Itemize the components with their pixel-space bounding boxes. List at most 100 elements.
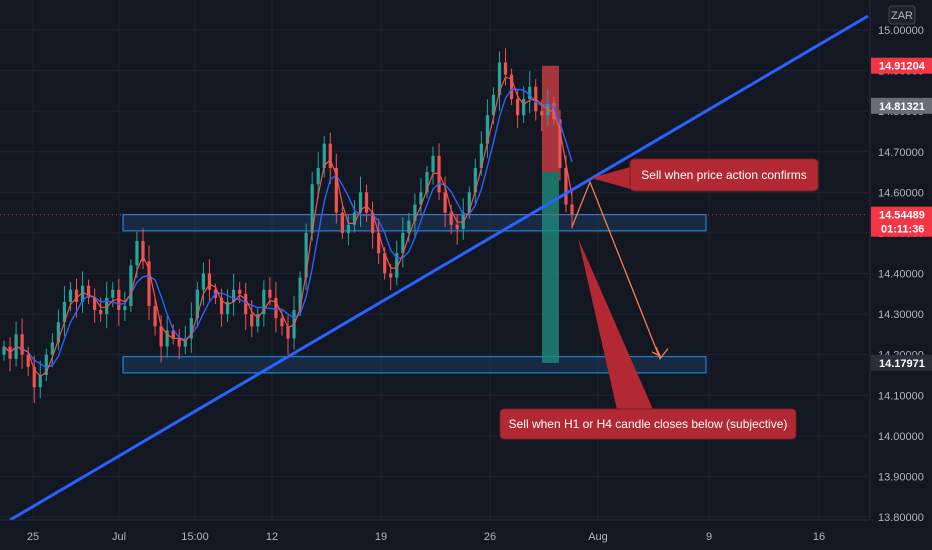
candle-body xyxy=(364,192,369,213)
candle-body xyxy=(38,374,42,388)
time-axis-background xyxy=(0,520,870,550)
candle-body xyxy=(564,167,568,205)
price-axis-background xyxy=(870,0,932,550)
time-tick-label: 19 xyxy=(375,531,387,543)
price-tick-label: 13.90000 xyxy=(878,471,924,483)
candle-body xyxy=(540,111,544,116)
price-tag[interactable] xyxy=(871,97,932,114)
price-tag-label: 14.91204 xyxy=(879,61,926,73)
callout-text-1: Sell when price action confirms xyxy=(641,168,806,182)
candle-body xyxy=(129,265,133,306)
candle-body xyxy=(509,74,514,99)
currency-label: ZAR xyxy=(891,10,913,22)
time-tick-label: Jul xyxy=(112,531,126,543)
candle-body xyxy=(183,338,187,347)
candle-body xyxy=(171,330,175,339)
candle-body xyxy=(86,285,91,298)
stop-loss-area[interactable] xyxy=(542,65,559,173)
candle-body xyxy=(449,212,453,225)
candle-body xyxy=(473,167,477,193)
candle-body xyxy=(256,314,260,327)
time-axis[interactable]: 25 Jul 15:00 12 19 26 Aug 9 16 xyxy=(0,519,870,550)
countdown-label: 01:11:36 xyxy=(881,224,924,236)
price-tick-label: 13.80000 xyxy=(878,512,924,524)
candle-body xyxy=(479,143,483,168)
candle-body xyxy=(334,167,338,213)
candle-body xyxy=(340,212,344,233)
candle-body xyxy=(497,62,502,95)
time-tick-label: 12 xyxy=(266,531,278,543)
price-tag[interactable] xyxy=(871,57,932,74)
candle-body xyxy=(377,232,381,254)
time-tick-label: 25 xyxy=(27,531,39,543)
candle-body xyxy=(522,98,526,116)
candle-body xyxy=(570,204,574,215)
time-tick-label: 15:00 xyxy=(181,531,209,543)
candle-body xyxy=(62,301,67,323)
time-tick-label: 16 xyxy=(813,531,825,543)
candle-body xyxy=(201,273,206,290)
price-tag[interactable] xyxy=(871,206,932,237)
candle-body xyxy=(189,318,193,339)
candle-body xyxy=(358,192,363,213)
candle-body xyxy=(316,167,320,185)
annotations[interactable]: Sell when price action confirms Sell when… xyxy=(0,158,868,440)
time-tick-label: 9 xyxy=(706,531,712,543)
candle-body xyxy=(232,289,236,302)
candle-body xyxy=(419,192,423,205)
price-axis[interactable]: ZAR15.0000014.9000014.8000014.7000014.60… xyxy=(869,0,932,550)
candle-body xyxy=(455,224,459,229)
candle-body xyxy=(105,297,109,315)
candle-body xyxy=(304,232,308,278)
callout-box-1[interactable] xyxy=(629,158,819,192)
candle-body xyxy=(346,224,351,233)
callout-box-2[interactable] xyxy=(499,408,797,440)
candle-body xyxy=(177,338,181,347)
candle-body xyxy=(467,192,471,213)
ascending-trendline[interactable] xyxy=(9,14,869,522)
take-profit-area[interactable] xyxy=(542,172,559,363)
moving-averages xyxy=(3,76,573,378)
price-tag-label: 14.81321 xyxy=(879,101,925,113)
trendline[interactable] xyxy=(9,14,869,522)
candle-body xyxy=(250,314,254,327)
candle-body xyxy=(431,155,435,173)
price-tick-label: 14.60000 xyxy=(878,187,924,199)
candle-body xyxy=(485,115,490,144)
candle-body xyxy=(389,273,393,278)
candle-body xyxy=(503,62,508,75)
moving-average-fast xyxy=(3,76,573,378)
candle-body xyxy=(141,241,145,262)
price-tick-label: 14.70000 xyxy=(878,147,924,159)
candle-body xyxy=(274,297,278,319)
grid-lines xyxy=(0,0,868,520)
candle-body xyxy=(207,273,212,290)
candle-body xyxy=(225,301,230,315)
projection-path[interactable] xyxy=(571,180,669,361)
candle-body xyxy=(268,289,272,298)
candle-body xyxy=(147,261,151,306)
candle-body xyxy=(322,143,326,168)
time-tick-label: Aug xyxy=(588,531,608,543)
candle-body xyxy=(491,94,496,116)
candle-body xyxy=(370,212,375,233)
candle-body xyxy=(558,119,562,168)
candle-body xyxy=(111,289,115,298)
candle-body xyxy=(20,334,24,355)
short-position-tool[interactable] xyxy=(542,65,559,363)
candle-body xyxy=(123,305,127,311)
candle-body xyxy=(280,318,284,327)
price-tag[interactable] xyxy=(871,354,932,371)
candle-body xyxy=(461,212,465,229)
price-tick-label: 14.40000 xyxy=(878,269,924,281)
currency-badge[interactable] xyxy=(888,5,916,25)
candle-body xyxy=(528,86,532,99)
candle-body xyxy=(328,143,332,168)
candle-body xyxy=(2,346,6,355)
time-tick-label: 26 xyxy=(484,531,496,543)
candle-body xyxy=(286,326,290,339)
candle-body xyxy=(80,285,85,302)
candle-body xyxy=(310,184,314,233)
